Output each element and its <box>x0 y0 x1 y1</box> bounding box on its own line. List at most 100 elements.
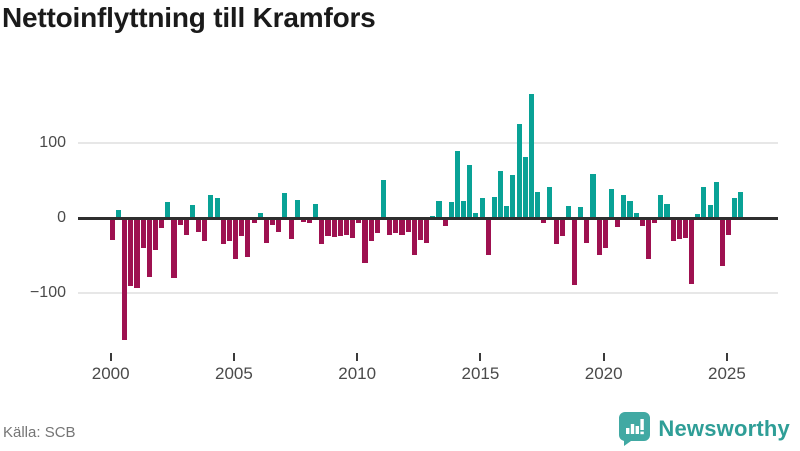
bar-2018-q1 <box>553 219 559 245</box>
bar-2017-q1 <box>528 93 534 217</box>
bar-2005-q2 <box>239 219 245 237</box>
y-tick-label-100: 100 <box>39 134 66 152</box>
x-tick-2015 <box>479 353 482 361</box>
bar-2008-q3 <box>319 219 325 244</box>
bar-2019-q4 <box>596 219 602 255</box>
bar-2023-q3 <box>689 219 695 285</box>
gridline-y100 <box>78 142 778 145</box>
bar-2010-q3 <box>368 219 374 242</box>
bar-2004-q3 <box>220 219 226 245</box>
bar-2002-q1 <box>159 219 165 228</box>
bar-2013-q2 <box>436 201 442 217</box>
bar-2011-q3 <box>393 219 399 234</box>
bar-2021-q1 <box>627 201 633 217</box>
bar-2001-q1 <box>134 219 140 288</box>
bar-2014-q1 <box>454 151 460 217</box>
bar-2021-q2 <box>633 213 639 217</box>
bar-2008-q1 <box>307 219 313 224</box>
bar-2000-q4 <box>128 219 134 287</box>
bar-2020-q3 <box>615 219 621 228</box>
bar-2019-q2 <box>584 219 590 243</box>
x-tick-label-2025: 2025 <box>708 364 746 383</box>
bar-2024-q3 <box>713 181 719 217</box>
bar-2020-q4 <box>621 194 627 217</box>
bar-2008-q4 <box>325 219 331 237</box>
bar-2022-q4 <box>670 219 676 242</box>
bar-2018-q2 <box>559 219 565 237</box>
bar-2016-q1 <box>504 205 510 217</box>
gridline-y-100 <box>78 291 778 294</box>
bar-2012-q3 <box>417 219 424 240</box>
bar-2016-q2 <box>510 175 516 217</box>
bar-2011-q1 <box>380 180 387 217</box>
y-tick-label--100: −100 <box>29 283 66 301</box>
bar-2009-q4 <box>350 219 356 238</box>
bar-2016-q4 <box>522 157 528 217</box>
bar-2003-q3 <box>196 219 202 232</box>
bar-2000-q3 <box>122 219 128 341</box>
x-axis-line <box>78 216 778 220</box>
bar-2023-q1 <box>676 219 682 240</box>
bar-2012-q1 <box>405 219 411 233</box>
bar-2023-q2 <box>682 219 688 238</box>
bar-2010-q4 <box>374 219 380 234</box>
x-tick-label-2020: 2020 <box>584 364 623 383</box>
bar-2003-q4 <box>202 219 208 241</box>
bar-2006-q1 <box>257 213 263 217</box>
bar-2007-q1 <box>282 193 288 217</box>
bar-2005-q3 <box>245 219 251 258</box>
bar-2024-q4 <box>719 219 725 267</box>
bar-2009-q1 <box>331 219 337 237</box>
bar-2023-q4 <box>695 214 701 217</box>
bar-2022-q2 <box>658 195 664 217</box>
bar-2002-q4 <box>177 219 183 225</box>
bar-2004-q2 <box>214 198 220 217</box>
x-tick-2000 <box>109 353 112 361</box>
bar-2018-q3 <box>565 205 571 217</box>
bar-2006-q4 <box>276 219 282 232</box>
x-tick-2010 <box>356 353 359 361</box>
bar-2004-q1 <box>208 195 214 217</box>
bar-2002-q2 <box>165 202 171 217</box>
bar-2008-q2 <box>313 204 319 217</box>
bar-2001-q3 <box>146 219 152 277</box>
bar-2004-q4 <box>226 219 232 242</box>
bar-2018-q4 <box>571 219 578 285</box>
bar-2013-q1 <box>430 215 436 217</box>
newsworthy-logo: Newsworthy <box>619 412 790 446</box>
x-tick-label-2010: 2010 <box>338 364 377 383</box>
x-tick-2020 <box>602 353 605 361</box>
bar-2003-q2 <box>189 205 195 217</box>
bar-2014-q4 <box>473 213 479 217</box>
bar-2020-q1 <box>602 219 608 249</box>
x-tick-2005 <box>232 353 235 361</box>
bar-2024-q1 <box>701 187 707 217</box>
bar-2006-q3 <box>270 219 276 225</box>
bar-2022-q1 <box>652 219 658 224</box>
newsworthy-wordmark: Newsworthy <box>658 416 790 441</box>
bar-2009-q3 <box>343 219 350 236</box>
bar-2010-q1 <box>356 219 362 224</box>
bar-2001-q4 <box>152 219 159 250</box>
bar-2014-q2 <box>461 201 467 217</box>
bar-2012-q2 <box>411 219 417 255</box>
x-tick-2025 <box>725 353 728 361</box>
bar-2011-q2 <box>387 219 393 235</box>
bar-2025-q2 <box>732 198 738 217</box>
bar-2009-q2 <box>337 219 343 237</box>
bar-2000-q1 <box>109 219 115 240</box>
bar-2005-q4 <box>251 219 257 223</box>
x-tick-label-2015: 2015 <box>461 364 500 383</box>
bar-2000-q2 <box>115 209 122 217</box>
x-tick-label-2005: 2005 <box>215 364 253 383</box>
bar-2025-q1 <box>726 219 732 235</box>
bar-2019-q1 <box>578 207 584 217</box>
newsworthy-icon <box>619 412 651 446</box>
bar-2013-q3 <box>442 219 448 226</box>
bar-2007-q2 <box>288 219 294 240</box>
bar-2025-q3 <box>738 192 744 217</box>
bar-2022-q3 <box>664 204 670 217</box>
bar-2007-q3 <box>294 199 300 217</box>
